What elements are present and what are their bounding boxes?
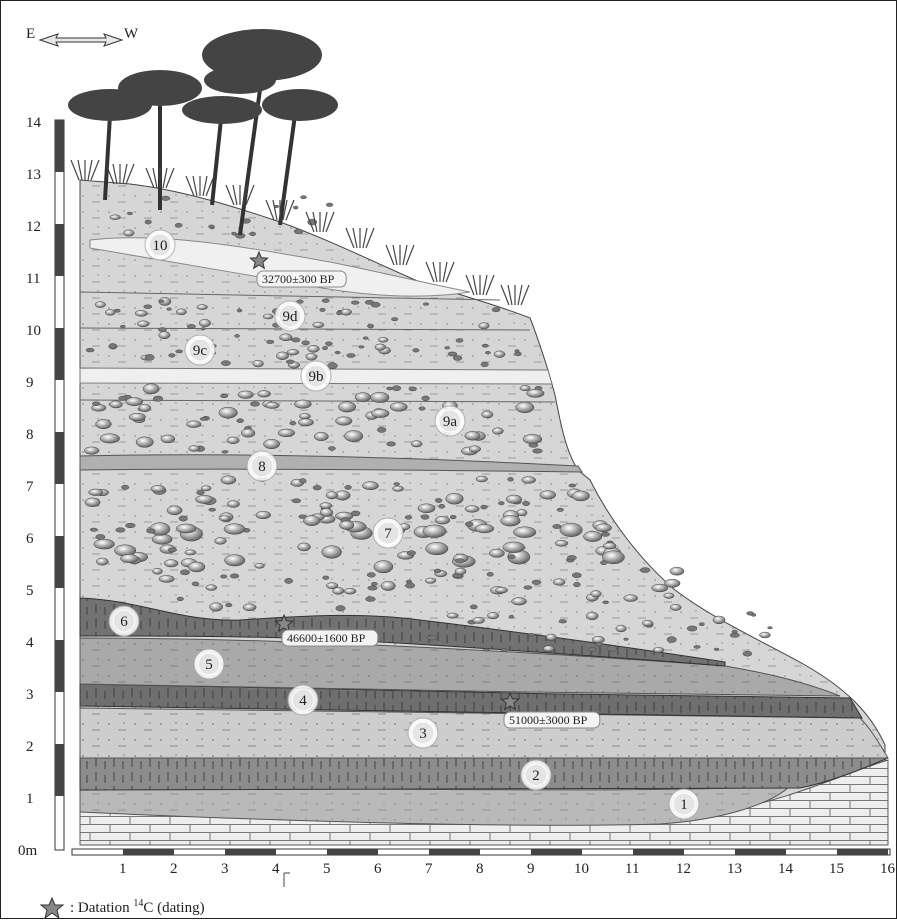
vertical-scale-bar — [54, 119, 65, 851]
dating-star-icon — [249, 250, 269, 270]
y-tick-label: 3 — [26, 687, 34, 703]
x-tick-label: 4 — [272, 861, 280, 877]
legend: : Datation 14C (dating) — [39, 896, 205, 920]
x-tick-label: 6 — [374, 861, 382, 877]
x-tick-label: 8 — [476, 861, 484, 877]
svg-text:1: 1 — [680, 797, 688, 813]
svg-text:51000±3000 BP: 51000±3000 BP — [509, 713, 588, 727]
x-tick-label: 11 — [625, 861, 639, 877]
svg-text:9d: 9d — [283, 309, 299, 325]
svg-text:8: 8 — [258, 459, 266, 475]
orientation-east-label: E — [26, 26, 35, 42]
svg-text:5: 5 — [205, 657, 213, 673]
y-tick-label: 10 — [26, 323, 41, 339]
svg-text:32700±300 BP: 32700±300 BP — [262, 272, 335, 286]
x-tick-label: 13 — [727, 861, 742, 877]
dating-stars — [249, 250, 520, 711]
y-tick-label: 6 — [26, 531, 34, 547]
y-axis-origin-label: 0m — [18, 843, 38, 859]
layer-label-2: 2 — [520, 759, 552, 791]
date-label-layer-10: 32700±300 BP — [256, 270, 347, 288]
grass-icon — [70, 159, 530, 306]
layer-label-7: 7 — [372, 517, 404, 549]
layer-label-1: 1 — [668, 788, 700, 820]
layer-label-9c: 9c — [184, 334, 216, 366]
svg-text:: Datation 14C (dating): : Datation 14C (dating) — [70, 898, 205, 916]
layer-label-10: 10 — [144, 229, 176, 261]
date-label-layer-6: 46600±1600 BP — [281, 629, 379, 647]
x-tick-label: 15 — [829, 861, 844, 877]
layer-label-3: 3 — [407, 717, 439, 749]
svg-text:7: 7 — [384, 526, 392, 542]
layer-label-6: 6 — [108, 605, 140, 637]
y-tick-label: 12 — [26, 219, 41, 235]
y-tick-label: 4 — [26, 635, 34, 651]
layer-label-9b: 9b — [300, 360, 332, 392]
x-tick-label: 1 — [119, 861, 127, 877]
x-tick-label: 7 — [425, 861, 433, 877]
dating-star-icon — [274, 613, 294, 633]
y-tick-label: 1 — [26, 791, 34, 807]
y-tick-label: 8 — [26, 427, 34, 443]
tree-canopy-icon — [68, 29, 338, 236]
legend-suffix: C (dating) — [143, 900, 204, 916]
svg-text:9b: 9b — [309, 369, 324, 385]
y-tick-label: 13 — [26, 167, 41, 183]
x-tick-label: 3 — [221, 861, 229, 877]
x-tick-label: 12 — [676, 861, 691, 877]
svg-text:9a: 9a — [443, 414, 458, 430]
y-tick-label: 9 — [26, 375, 34, 391]
svg-text:4: 4 — [299, 693, 307, 709]
y-tick-label: 2 — [26, 739, 34, 755]
x-tick-label: 9 — [527, 861, 535, 877]
layer-label-8: 8 — [246, 450, 278, 482]
date-label-layer-4: 51000±3000 BP — [503, 711, 601, 729]
layer-label-4: 4 — [287, 684, 319, 716]
orientation-arrow-icon — [38, 33, 124, 47]
dating-star-icon — [500, 691, 520, 711]
horizontal-scale-bar — [71, 848, 891, 856]
small-marker-icon — [283, 872, 290, 887]
x-tick-label: 5 — [323, 861, 331, 877]
y-tick-label: 14 — [26, 115, 42, 131]
svg-text:3: 3 — [419, 726, 427, 742]
svg-text:9c: 9c — [193, 343, 208, 359]
y-tick-label: 7 — [26, 479, 34, 495]
svg-text:6: 6 — [120, 614, 128, 630]
legend-star-icon — [39, 896, 65, 920]
x-tick-label: 10 — [574, 861, 589, 877]
y-tick-label: 11 — [26, 271, 40, 287]
x-tick-label: 2 — [170, 861, 178, 877]
svg-text:46600±1600 BP: 46600±1600 BP — [287, 631, 366, 645]
layer-label-9a: 9a — [434, 405, 466, 437]
x-tick-label: 16 — [880, 861, 896, 877]
legend-prefix: : Datation — [70, 900, 133, 916]
legend-superscript: 14 — [133, 898, 143, 909]
svg-text:10: 10 — [153, 238, 168, 254]
y-tick-label: 5 — [26, 583, 34, 599]
layer-label-9d: 9d — [274, 300, 306, 332]
orientation-west-label: W — [124, 26, 139, 42]
x-tick-label: 14 — [778, 861, 794, 877]
svg-text:2: 2 — [532, 768, 540, 784]
layer-8-band — [79, 454, 583, 473]
layer-10-lens — [89, 237, 471, 297]
layer-label-5: 5 — [193, 648, 225, 680]
